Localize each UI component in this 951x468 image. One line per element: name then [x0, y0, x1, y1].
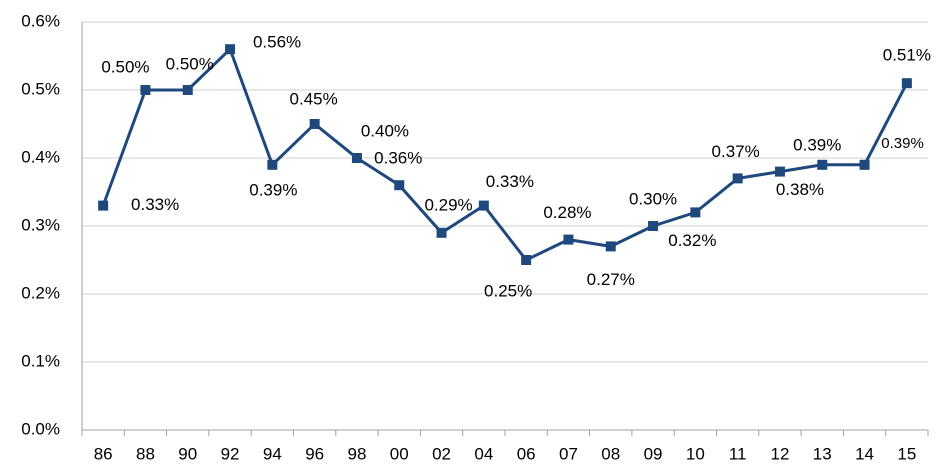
- data-label: 0.37%: [712, 142, 760, 161]
- point-marker: [309, 119, 320, 129]
- x-tick-label: 86: [94, 444, 113, 463]
- data-label: 0.38%: [776, 180, 824, 199]
- x-tick-label: 08: [601, 444, 620, 463]
- point-marker: [732, 173, 743, 184]
- x-tick-label: 00: [390, 444, 409, 463]
- data-label: 0.40%: [361, 121, 409, 140]
- x-tick-label: 13: [813, 444, 832, 463]
- data-label: 0.25%: [484, 281, 532, 300]
- y-tick-label: 0.4%: [21, 147, 60, 166]
- point-marker: [140, 85, 151, 95]
- series-line: [101, 46, 909, 262]
- x-tick-label: 94: [263, 444, 282, 463]
- data-label: 0.28%: [543, 203, 591, 222]
- data-label: 0.39%: [881, 135, 924, 152]
- point-marker: [478, 200, 489, 211]
- x-tick-label: 15: [897, 444, 916, 463]
- point-marker: [436, 227, 447, 238]
- x-tick-label: 92: [221, 444, 240, 463]
- data-label: 0.56%: [253, 33, 301, 52]
- data-label: 0.51%: [883, 46, 931, 65]
- point-marker: [605, 241, 616, 252]
- point-marker: [901, 78, 912, 89]
- y-tick-label: 0.1%: [21, 351, 60, 370]
- y-tick-label: 0.3%: [21, 215, 60, 234]
- data-label: 0.50%: [166, 54, 214, 73]
- data-label: 0.29%: [424, 195, 472, 214]
- point-marker: [859, 159, 870, 170]
- data-label: 0.39%: [793, 135, 841, 154]
- x-tick-label: 98: [347, 444, 366, 463]
- data-label: 0.33%: [131, 195, 179, 214]
- point-marker: [394, 180, 405, 191]
- data-label: 0.36%: [374, 149, 422, 168]
- data-label: 0.27%: [587, 270, 635, 289]
- data-label: 0.33%: [486, 172, 534, 191]
- point-marker: [774, 166, 785, 177]
- point-marker: [225, 44, 236, 55]
- point-marker: [563, 234, 574, 245]
- point-marker: [182, 85, 193, 95]
- data-label: 0.39%: [249, 180, 297, 199]
- point-marker: [648, 221, 659, 231]
- x-tick-label: 12: [770, 444, 789, 463]
- x-tick-label: 88: [136, 444, 155, 463]
- data-label: 0.50%: [101, 57, 149, 76]
- point-marker: [267, 159, 278, 170]
- x-tick-label: 02: [432, 444, 451, 463]
- x-tick-label: 14: [855, 444, 874, 463]
- point-marker: [690, 207, 701, 218]
- y-tick-label: 0.6%: [21, 11, 60, 30]
- point-marker: [98, 200, 109, 211]
- x-tick-label: 90: [178, 444, 197, 463]
- data-label: 0.32%: [668, 231, 716, 250]
- data-label: 0.45%: [290, 89, 338, 108]
- y-tick-label: 0.0%: [21, 419, 60, 438]
- x-tick-label: 06: [517, 444, 536, 463]
- data-label: 0.30%: [629, 189, 677, 208]
- point-marker: [521, 255, 532, 265]
- y-tick-label: 0.2%: [21, 283, 60, 302]
- point-marker: [817, 159, 828, 170]
- x-tick-label: 11: [729, 444, 747, 463]
- x-tick-label: 96: [305, 444, 324, 463]
- x-tick-label: 04: [474, 444, 493, 463]
- point-marker: [351, 153, 362, 163]
- x-tick-label: 10: [686, 444, 705, 463]
- x-tick-label: 07: [559, 444, 578, 463]
- y-tick-label: 0.5%: [21, 79, 60, 98]
- x-tick-label: 09: [644, 444, 663, 463]
